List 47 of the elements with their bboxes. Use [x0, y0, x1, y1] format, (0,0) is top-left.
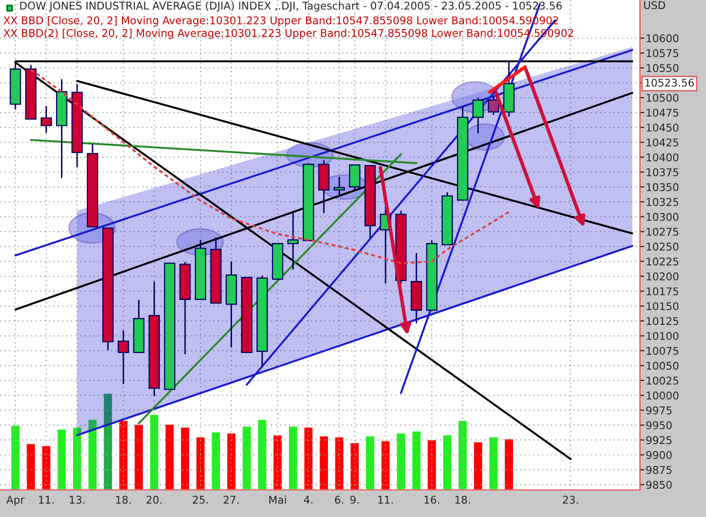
y-axis-title: USD	[644, 1, 666, 10]
x-tick-label: 23.	[562, 496, 578, 504]
x-tick-label: Mai	[269, 496, 286, 504]
x-tick-label: 13.	[70, 496, 84, 504]
x-tick-label: 27.	[224, 496, 239, 504]
y-tick-label: 9975	[646, 406, 672, 414]
y-tick-label: 10250	[646, 242, 678, 251]
y-tick-label: 9900	[646, 451, 672, 460]
x-tick-label: 6.	[334, 496, 344, 504]
x-tick-label: 11.	[378, 496, 393, 504]
y-tick-label: 10475	[646, 108, 678, 117]
y-tick-label: 10100	[646, 332, 678, 340]
y-tick-label: 10500	[646, 94, 678, 102]
y-tick-label: 9925	[646, 436, 672, 444]
y-tick-label: 10575	[646, 49, 678, 58]
y-tick-label: 9950	[646, 421, 672, 430]
y-tick-label: 10150	[646, 302, 678, 310]
x-tick-label: 20.	[146, 496, 162, 504]
y-tick-label: 10075	[646, 346, 678, 355]
x-tick-label: 11.	[39, 496, 54, 504]
y-tick-label: 10025	[646, 376, 678, 385]
y-tick-label: 10325	[646, 198, 678, 206]
y-tick-label: 9850	[646, 480, 672, 489]
y-tick-label: 10175	[646, 287, 678, 296]
y-tick-label: 10600	[646, 34, 678, 42]
y-tick-label: 10125	[646, 317, 678, 326]
x-tick-label: 18.	[455, 496, 470, 504]
y-tick-label: 10450	[646, 124, 678, 132]
x-tick-label: 9.	[350, 496, 359, 504]
x-tick-label: 4.	[304, 496, 312, 504]
y-tick-label: 10200	[646, 272, 678, 280]
y-tick-label: 10400	[646, 153, 678, 162]
x-tick-label: 25.	[192, 496, 208, 504]
y-tick-label: 10050	[646, 362, 678, 370]
y-tick-label: 10350	[646, 183, 678, 192]
y-tick-label: 9875	[646, 466, 672, 474]
y-tick-label: 10425	[646, 138, 678, 146]
y-tick-label: 10300	[646, 212, 678, 221]
x-tick-label: 16.	[424, 496, 440, 504]
y-tick-label: 10375	[646, 168, 678, 176]
text: 10523.56	[645, 78, 694, 87]
x-tick-label: 18.	[116, 496, 131, 504]
y-tick-label: 10225	[646, 258, 678, 266]
y-tick-label: 10000	[646, 392, 678, 400]
x-tick-label: Apr	[6, 496, 25, 506]
y-tick-label: 10550	[646, 64, 678, 72]
y-tick-label: 10275	[646, 228, 678, 236]
